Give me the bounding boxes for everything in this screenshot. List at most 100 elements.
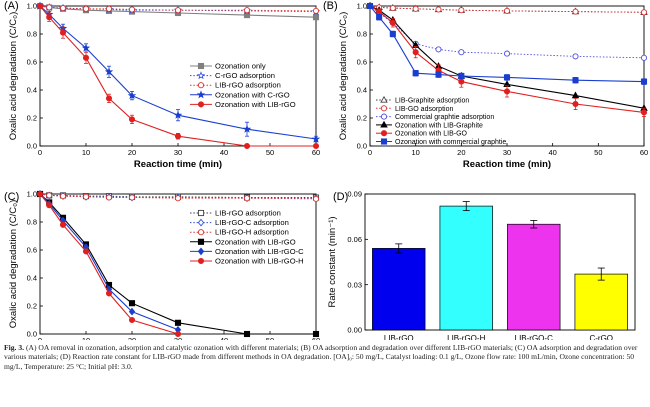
data-point bbox=[105, 290, 113, 297]
legend-marker bbox=[196, 90, 206, 99]
figure-caption: Fig. 3. (A) OA removal in ozonation, ads… bbox=[4, 343, 646, 371]
data-point bbox=[435, 6, 442, 13]
x-tick-label: 20 bbox=[128, 336, 136, 340]
x-tick-label: 10 bbox=[411, 148, 419, 157]
y-tick-label: 0.00 bbox=[347, 326, 362, 335]
legend-marker bbox=[380, 95, 388, 103]
y-tick-label: 0.06 bbox=[347, 235, 362, 244]
data-point bbox=[640, 54, 648, 61]
legend-label: Ozonation with LIB-rGO bbox=[215, 100, 296, 109]
data-point bbox=[59, 29, 67, 36]
x-tick-label: 0 bbox=[38, 148, 42, 157]
chart-panel: (D) Rate constant (min⁻¹) 0.00 0.03 0.06 0.09… bbox=[327, 190, 636, 340]
x-tick-label: 50 bbox=[594, 148, 602, 157]
data-point bbox=[312, 330, 320, 338]
data-point bbox=[243, 7, 251, 14]
legend-label: Ozonation with commercial graphtie bbox=[395, 139, 506, 146]
y-tick-label: 0.4 bbox=[357, 86, 367, 95]
data-point bbox=[571, 91, 580, 99]
legend-label: Ozonation with C-rGO bbox=[215, 90, 290, 99]
series bbox=[35, 1, 321, 143]
chart-panel: (B)Oxalic acid degradation (C/C₀) 0 10 20 30… bbox=[323, 0, 648, 170]
legend-marker bbox=[196, 71, 206, 80]
legend-label: C-rGO adsorption bbox=[215, 71, 275, 80]
data-point bbox=[46, 14, 53, 21]
data-point bbox=[458, 78, 465, 85]
data-point bbox=[243, 330, 251, 338]
x-tick-label: 30 bbox=[174, 148, 182, 157]
bar bbox=[507, 223, 561, 331]
y-tick-label: 0.03 bbox=[347, 280, 362, 289]
data-point bbox=[312, 7, 320, 14]
data-point bbox=[503, 88, 511, 95]
series bbox=[36, 190, 320, 202]
data-point bbox=[572, 53, 579, 60]
legend-label: LIB-GO adsorption bbox=[395, 106, 453, 113]
data-point bbox=[640, 109, 648, 116]
x-tick-label: 10 bbox=[82, 148, 90, 157]
data-point bbox=[435, 71, 442, 78]
figure-canvas: (A)Oxalic acid degradation (C/C₀)0 10 20 30… bbox=[4, 0, 648, 340]
data-point bbox=[105, 95, 113, 102]
legend-label: LIB-rGO-C adsorption bbox=[215, 218, 289, 227]
y-tick-label: 0.4 bbox=[27, 86, 37, 95]
data-point bbox=[311, 134, 321, 143]
data-point bbox=[458, 7, 465, 14]
x-tick-label: 40 bbox=[220, 148, 228, 157]
x-axis-label: Reaction time (min) bbox=[134, 159, 222, 170]
series-line bbox=[369, 5, 645, 83]
y-tick-label: 1.0 bbox=[27, 190, 37, 199]
data-point bbox=[243, 195, 251, 202]
data-point bbox=[128, 316, 136, 324]
legend-marker bbox=[197, 101, 205, 108]
series bbox=[36, 2, 320, 150]
data-point bbox=[458, 49, 465, 56]
x-tick-label: 40 bbox=[220, 336, 228, 340]
y-tick-label: 0.8 bbox=[27, 30, 37, 39]
caption-label: Fig. 3. bbox=[4, 343, 25, 352]
data-point bbox=[82, 5, 90, 12]
y-tick-label: 0.6 bbox=[357, 58, 367, 67]
data-point bbox=[312, 142, 320, 150]
data-point bbox=[572, 77, 579, 84]
chart-panel: (C)Oxalic acid degradation (C/C₀) 0 10 20 30… bbox=[4, 190, 320, 340]
data-point bbox=[174, 195, 182, 202]
data-point bbox=[640, 78, 648, 85]
data-point bbox=[389, 5, 396, 12]
series-line bbox=[369, 5, 645, 13]
data-point bbox=[128, 307, 136, 316]
data-point bbox=[503, 74, 511, 81]
legend-label: Ozonation with LIB-rGO-H bbox=[215, 257, 304, 266]
legend-marker bbox=[380, 105, 388, 112]
data-point bbox=[174, 133, 182, 140]
data-point bbox=[128, 300, 136, 307]
data-point bbox=[128, 6, 136, 13]
legend-marker bbox=[197, 62, 205, 70]
data-point bbox=[366, 2, 374, 10]
x-tick-label: 50 bbox=[266, 148, 274, 157]
y-tick-label: 0.0 bbox=[27, 142, 37, 151]
y-tick-label: 0.8 bbox=[27, 218, 37, 227]
series bbox=[36, 2, 320, 14]
data-point bbox=[46, 202, 53, 209]
data-point bbox=[412, 5, 419, 12]
y-tick-label: 0.4 bbox=[27, 274, 37, 283]
data-point bbox=[59, 193, 67, 200]
data-point bbox=[36, 2, 44, 10]
data-point bbox=[46, 4, 53, 11]
legend-marker bbox=[380, 113, 388, 120]
data-point bbox=[174, 7, 182, 14]
x-tick-label: 50 bbox=[266, 336, 274, 340]
data-point bbox=[174, 319, 182, 326]
y-axis-label: Oxalic acid degradation (C/C₀) bbox=[8, 12, 19, 141]
data-point bbox=[82, 193, 90, 200]
data-point bbox=[412, 49, 419, 56]
x-tick-label: 20 bbox=[128, 148, 136, 157]
series bbox=[366, 2, 648, 85]
y-tick-label: 0.2 bbox=[357, 114, 367, 123]
data-point bbox=[81, 43, 91, 52]
legend-marker bbox=[197, 238, 205, 245]
legend-label: LIB-Graphite adsorption bbox=[395, 98, 469, 105]
legend-marker bbox=[380, 120, 388, 128]
data-point bbox=[572, 8, 579, 15]
